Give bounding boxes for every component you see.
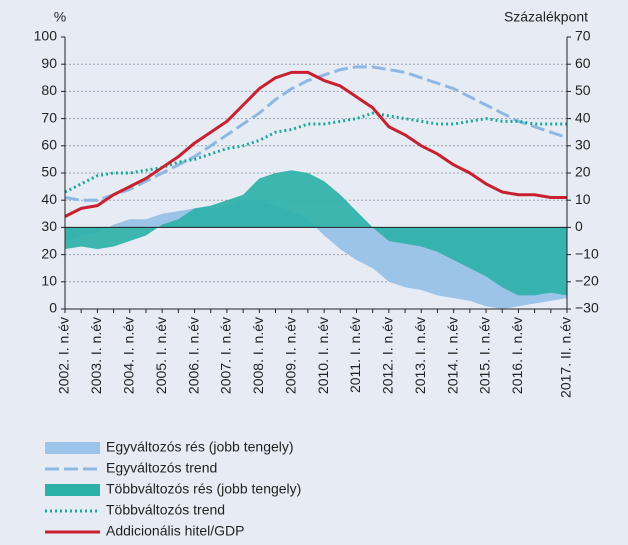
- x-tick-label: 2003. I. n.év: [88, 317, 104, 394]
- y-tick-label: 0: [49, 300, 57, 316]
- x-tick-label: 2012. I. n.év: [380, 317, 396, 394]
- x-tick-label: 2010. I. n.év: [315, 317, 331, 394]
- x-tick-label: 2014. I. n.év: [444, 317, 460, 394]
- y2-tick-label: 50: [575, 82, 591, 98]
- x-tick-label: 2008. I. n.év: [250, 317, 266, 394]
- y2-tick-label: 0: [575, 218, 583, 234]
- legend-label: Többváltozós rés (jobb tengely): [106, 481, 301, 497]
- y-tick-label: 80: [41, 82, 57, 98]
- x-tick-label: 2017. II. n.év: [558, 317, 574, 398]
- y2-tick-label: −10: [575, 245, 599, 261]
- y-tick-label: 10: [41, 273, 57, 289]
- x-tick-label: 2011. I. n.év: [347, 317, 363, 393]
- x-tick-label: 2009. I. n.év: [282, 317, 298, 394]
- y-tick-label: 40: [41, 191, 57, 207]
- x-tick-label: 2005. I. n.év: [153, 317, 169, 394]
- y-tick-label: 60: [41, 137, 57, 153]
- y2-tick-label: 10: [575, 191, 591, 207]
- legend-label: Addicionális hitel/GDP: [106, 523, 245, 539]
- y2-axis-label: Százalékpont: [504, 9, 588, 25]
- y2-tick-label: 70: [575, 28, 591, 44]
- line: [64, 70, 567, 218]
- legend-label: Egyváltozós rés (jobb tengely): [106, 439, 294, 455]
- area: [65, 170, 567, 296]
- y-tick-label: 100: [34, 28, 58, 44]
- y-tick-label: 20: [41, 245, 57, 261]
- x-tick-label: 2007. I. n.év: [218, 317, 234, 394]
- legend-swatch: [45, 442, 100, 454]
- y2-tick-label: −20: [575, 273, 599, 289]
- y2-tick-label: 30: [575, 137, 591, 153]
- line: [64, 65, 568, 202]
- y2-tick-label: 60: [575, 55, 591, 71]
- y2-tick-label: 40: [575, 109, 591, 125]
- legend-swatch: [45, 484, 100, 496]
- x-tick-label: 2006. I. n.év: [185, 317, 201, 394]
- x-tick-label: 2015. I. n.év: [477, 317, 493, 394]
- x-tick-label: 2002. I. n.év: [56, 317, 72, 394]
- legend-label: Egyváltozós trend: [106, 460, 217, 476]
- y-axis-label: %: [54, 9, 66, 25]
- x-tick-label: 2013. I. n.év: [412, 317, 428, 394]
- legend-label: Többváltozós trend: [106, 502, 225, 518]
- y-tick-label: 70: [41, 109, 57, 125]
- x-tick-label: 2004. I. n.év: [120, 317, 136, 394]
- x-tick-label: 2016. I. n.év: [509, 317, 525, 394]
- y-tick-label: 30: [41, 218, 57, 234]
- y-tick-label: 50: [41, 164, 57, 180]
- y-tick-label: 90: [41, 55, 57, 71]
- y2-tick-label: −30: [575, 300, 599, 316]
- y2-tick-label: 20: [575, 164, 591, 180]
